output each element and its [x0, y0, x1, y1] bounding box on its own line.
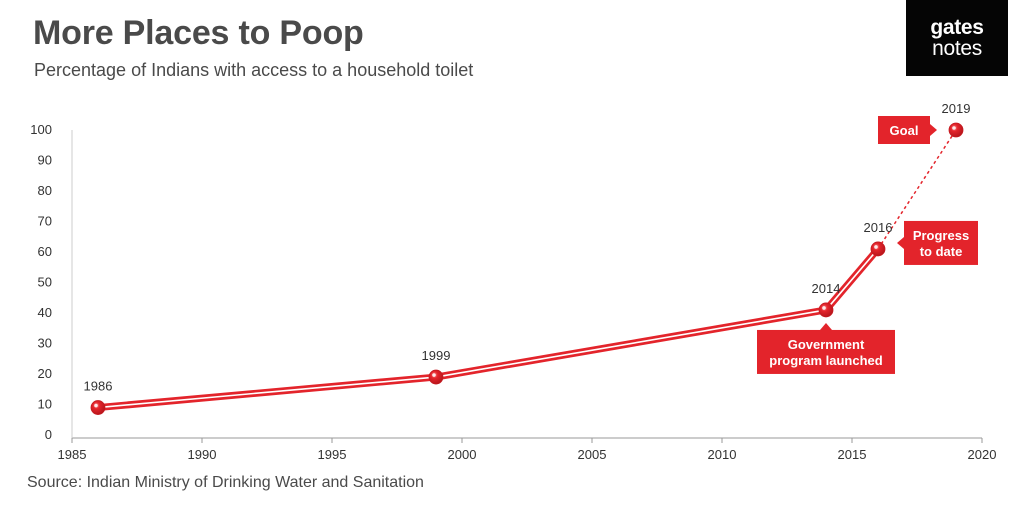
progress-line-outer — [94, 245, 882, 412]
y-tick-label: 10 — [38, 397, 52, 412]
data-point-marker — [428, 369, 444, 385]
axes: 1985 1990 1995 2000 2005 2010 2015 2020 0 10 20 30 4… — [30, 122, 996, 462]
data-point-highlight — [874, 245, 878, 249]
x-tick-label: 2010 — [708, 447, 737, 462]
data-point-marker — [948, 122, 964, 138]
callout-box — [757, 329, 895, 374]
x-tick-label: 1990 — [188, 447, 217, 462]
data-point-marker — [90, 400, 106, 415]
chart-subtitle: Percentage of Indians with access to a h… — [34, 60, 474, 80]
callout-pointer — [930, 124, 937, 136]
callout-goal: Goal — [878, 116, 937, 144]
point-year-label: 2016 — [864, 220, 893, 235]
y-tick-label: 50 — [38, 275, 52, 290]
source-note: Source: Indian Ministry of Drinking Wate… — [27, 474, 424, 491]
point-year-label: 1986 — [84, 379, 113, 394]
callout-text: to date — [920, 244, 963, 259]
x-tick-label: 2005 — [578, 447, 607, 462]
chart-title: More Places to Poop — [33, 14, 364, 52]
y-tick-label: 30 — [38, 336, 52, 351]
progress-line-inner — [97, 248, 879, 409]
y-tick-label: 20 — [38, 366, 52, 381]
y-tick-label: 70 — [38, 214, 52, 229]
data-point-marker — [870, 241, 886, 257]
x-tick-label: 1995 — [318, 447, 347, 462]
callout-pointer — [820, 322, 832, 330]
series — [90, 122, 964, 415]
y-tick-label: 90 — [38, 153, 52, 168]
x-tick-label: 2000 — [448, 447, 477, 462]
logo-line-gates: gates — [930, 16, 984, 39]
point-labels: 1986 1999 2014 2016 2019 — [84, 101, 971, 394]
callout-text: Goal — [890, 123, 919, 138]
data-point-highlight — [94, 403, 98, 408]
y-tick-label: 80 — [38, 183, 52, 198]
gates-notes-logo[interactable]: gates notes — [906, 0, 1008, 76]
point-year-label: 2014 — [812, 281, 841, 296]
line-chart: 1985 1990 1995 2000 2005 2010 2015 2020 0 10 20 30 4… — [30, 101, 996, 462]
x-tick-label: 2020 — [968, 447, 997, 462]
callout-box — [878, 116, 930, 144]
y-tick-label: 100 — [30, 122, 52, 137]
callout-text: program launched — [769, 353, 882, 368]
data-point-highlight — [432, 373, 436, 377]
data-point-marker — [818, 302, 834, 318]
callout-text: Government — [788, 337, 865, 352]
y-tick-label: 60 — [38, 244, 52, 259]
y-tick-label: 40 — [38, 305, 52, 320]
x-tick-label: 2015 — [838, 447, 867, 462]
y-tick-label: 0 — [45, 427, 52, 442]
data-point-highlight — [822, 306, 826, 310]
logo-line-notes: notes — [932, 37, 982, 60]
callout-box — [904, 220, 978, 265]
data-point-highlight — [952, 126, 956, 130]
callout-pointer — [897, 236, 904, 249]
x-tick-label: 1985 — [58, 447, 87, 462]
point-year-label: 1999 — [422, 348, 451, 363]
callout-text: Progress — [913, 228, 969, 243]
point-year-label: 2019 — [942, 101, 971, 116]
